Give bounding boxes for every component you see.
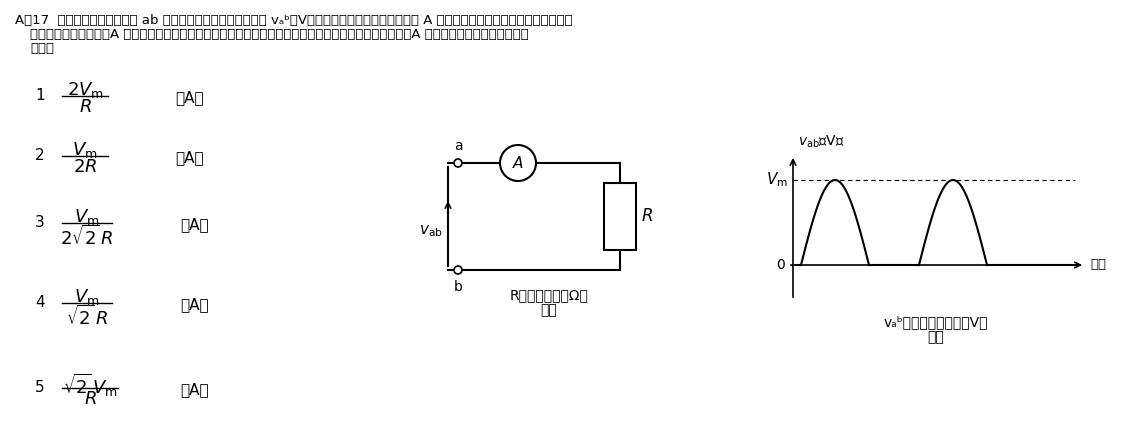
Text: 3: 3 [35,215,45,230]
Text: 〔A〕: 〔A〕 [180,297,208,312]
Text: 2: 2 [35,148,45,163]
Text: $R$: $R$ [79,98,91,116]
Text: 〔A〕: 〔A〕 [175,90,204,105]
Text: 5: 5 [35,380,45,395]
Text: 0: 0 [777,258,786,272]
Text: $2V_{\mathrm{m}}$: $2V_{\mathrm{m}}$ [66,80,104,100]
Text: b: b [453,280,462,294]
Text: $V_{\mathrm{m}}$: $V_{\mathrm{m}}$ [74,207,100,227]
Text: R：負荷抵抗〔Ω〕: R：負荷抵抗〔Ω〕 [509,288,588,302]
Text: $\sqrt{2}\,R$: $\sqrt{2}\,R$ [66,305,108,329]
Text: $2R$: $2R$ [73,158,97,176]
Text: R: R [642,207,654,225]
Text: vₐᵇ：半波整流電圧〔V〕: vₐᵇ：半波整流電圧〔V〕 [884,315,988,329]
Text: $V_{\mathrm{m}}$: $V_{\mathrm{m}}$ [72,140,98,160]
Text: $2\sqrt{2}\,R$: $2\sqrt{2}\,R$ [60,225,114,249]
Circle shape [500,145,536,181]
Text: a: a [454,139,462,153]
Circle shape [454,159,462,167]
Text: $R$: $R$ [83,390,97,408]
Text: 図２: 図２ [928,330,944,344]
Text: 図１: 図１ [541,303,558,317]
Text: A: A [513,155,523,171]
Text: $v_{\mathrm{ab}}$〔V〕: $v_{\mathrm{ab}}$〔V〕 [798,134,844,150]
Text: 〔A〕: 〔A〕 [175,150,204,165]
Bar [604,183,636,250]
Text: $\sqrt{2}\,V_{\mathrm{m}}$: $\sqrt{2}\,V_{\mathrm{m}}$ [63,372,117,399]
Text: 号から選べ。ただし、A は全波整流形で目盛は正弦波交流の実効値で校正されているものとする。また、A の内部抵抗は無視するものと: 号から選べ。ただし、A は全波整流形で目盛は正弦波交流の実効値で校正されているも… [30,28,529,41]
Text: する。: する。 [30,42,54,55]
Text: 4: 4 [35,295,45,310]
Text: A－17  図１に示す回路の端子 ab 間に図２に示す半波整流電圧 vₐᵇ〔V〕を加えたとき、整流形電流計 A の指示値として、正しいものを下の番: A－17 図１に示す回路の端子 ab 間に図２に示す半波整流電圧 vₐᵇ〔V〕を… [15,14,573,27]
Text: $v_{\mathrm{ab}}$: $v_{\mathrm{ab}}$ [419,223,443,239]
Text: $V_{\mathrm{m}}$: $V_{\mathrm{m}}$ [74,287,100,307]
Text: 1: 1 [35,88,45,103]
Text: 〔A〕: 〔A〕 [180,382,208,397]
Circle shape [454,266,462,274]
Text: $V_{\mathrm{m}}$: $V_{\mathrm{m}}$ [766,171,788,189]
Text: 時間: 時間 [1090,259,1106,272]
Text: 〔A〕: 〔A〕 [180,217,208,232]
